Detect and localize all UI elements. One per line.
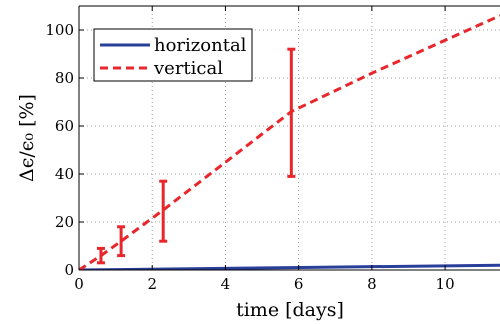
- y-tick-label: 40: [55, 165, 74, 183]
- series-line-horizontal: [79, 263, 500, 270]
- data-layer: [79, 14, 500, 270]
- legend-label-horizontal: horizontal: [154, 35, 247, 56]
- x-tick-label: 0: [74, 275, 84, 293]
- error-bar: [287, 47, 296, 178]
- y-axis-label: Δϵ/ϵ₀ [%]: [16, 94, 38, 182]
- axes: [78, 5, 500, 271]
- y-tick-label: 20: [55, 213, 74, 231]
- x-tick-label: 2: [147, 275, 157, 293]
- x-axis-label: time [days]: [236, 299, 344, 321]
- legend: horizontal vertical: [93, 28, 253, 82]
- y-tick-label: 80: [55, 69, 74, 87]
- error-bar: [159, 179, 168, 243]
- y-tick-label: 60: [55, 117, 74, 135]
- y-tick-label: 100: [45, 21, 74, 39]
- legend-box: [93, 28, 253, 82]
- error-bar: [117, 225, 126, 258]
- error-bar: [96, 246, 105, 265]
- legend-label-vertical: vertical: [153, 58, 223, 79]
- x-tick-label: 6: [294, 275, 304, 293]
- y-tick-label: 0: [64, 261, 74, 279]
- x-tick-label: 8: [367, 275, 377, 293]
- x-tick-label: 4: [221, 275, 231, 293]
- x-tick-label: 10: [436, 275, 455, 293]
